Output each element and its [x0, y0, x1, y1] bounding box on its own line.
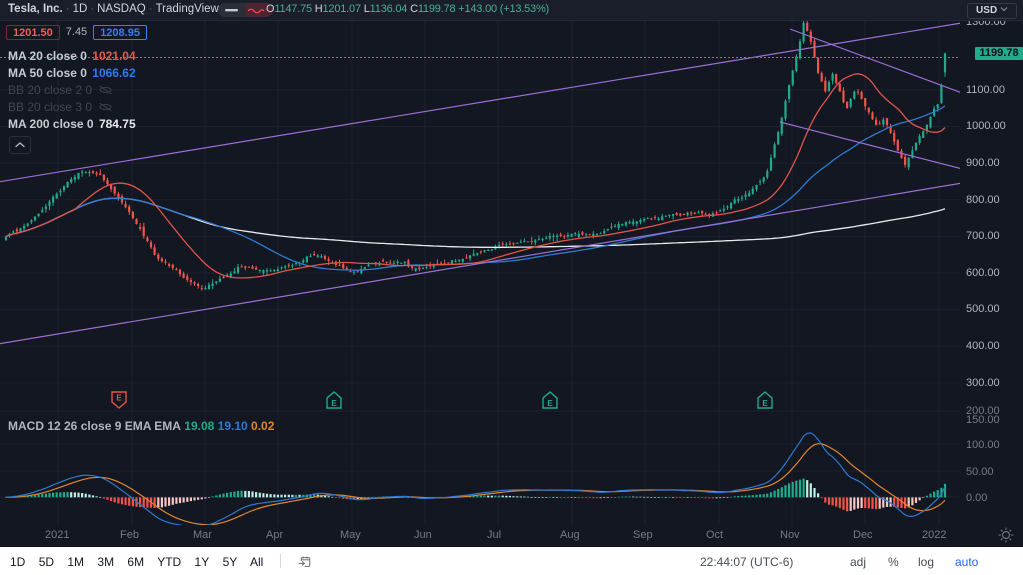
svg-text:E: E — [116, 394, 122, 403]
svg-text:E: E — [762, 399, 768, 408]
svg-text:E: E — [547, 399, 553, 408]
svg-text:E: E — [331, 399, 337, 408]
